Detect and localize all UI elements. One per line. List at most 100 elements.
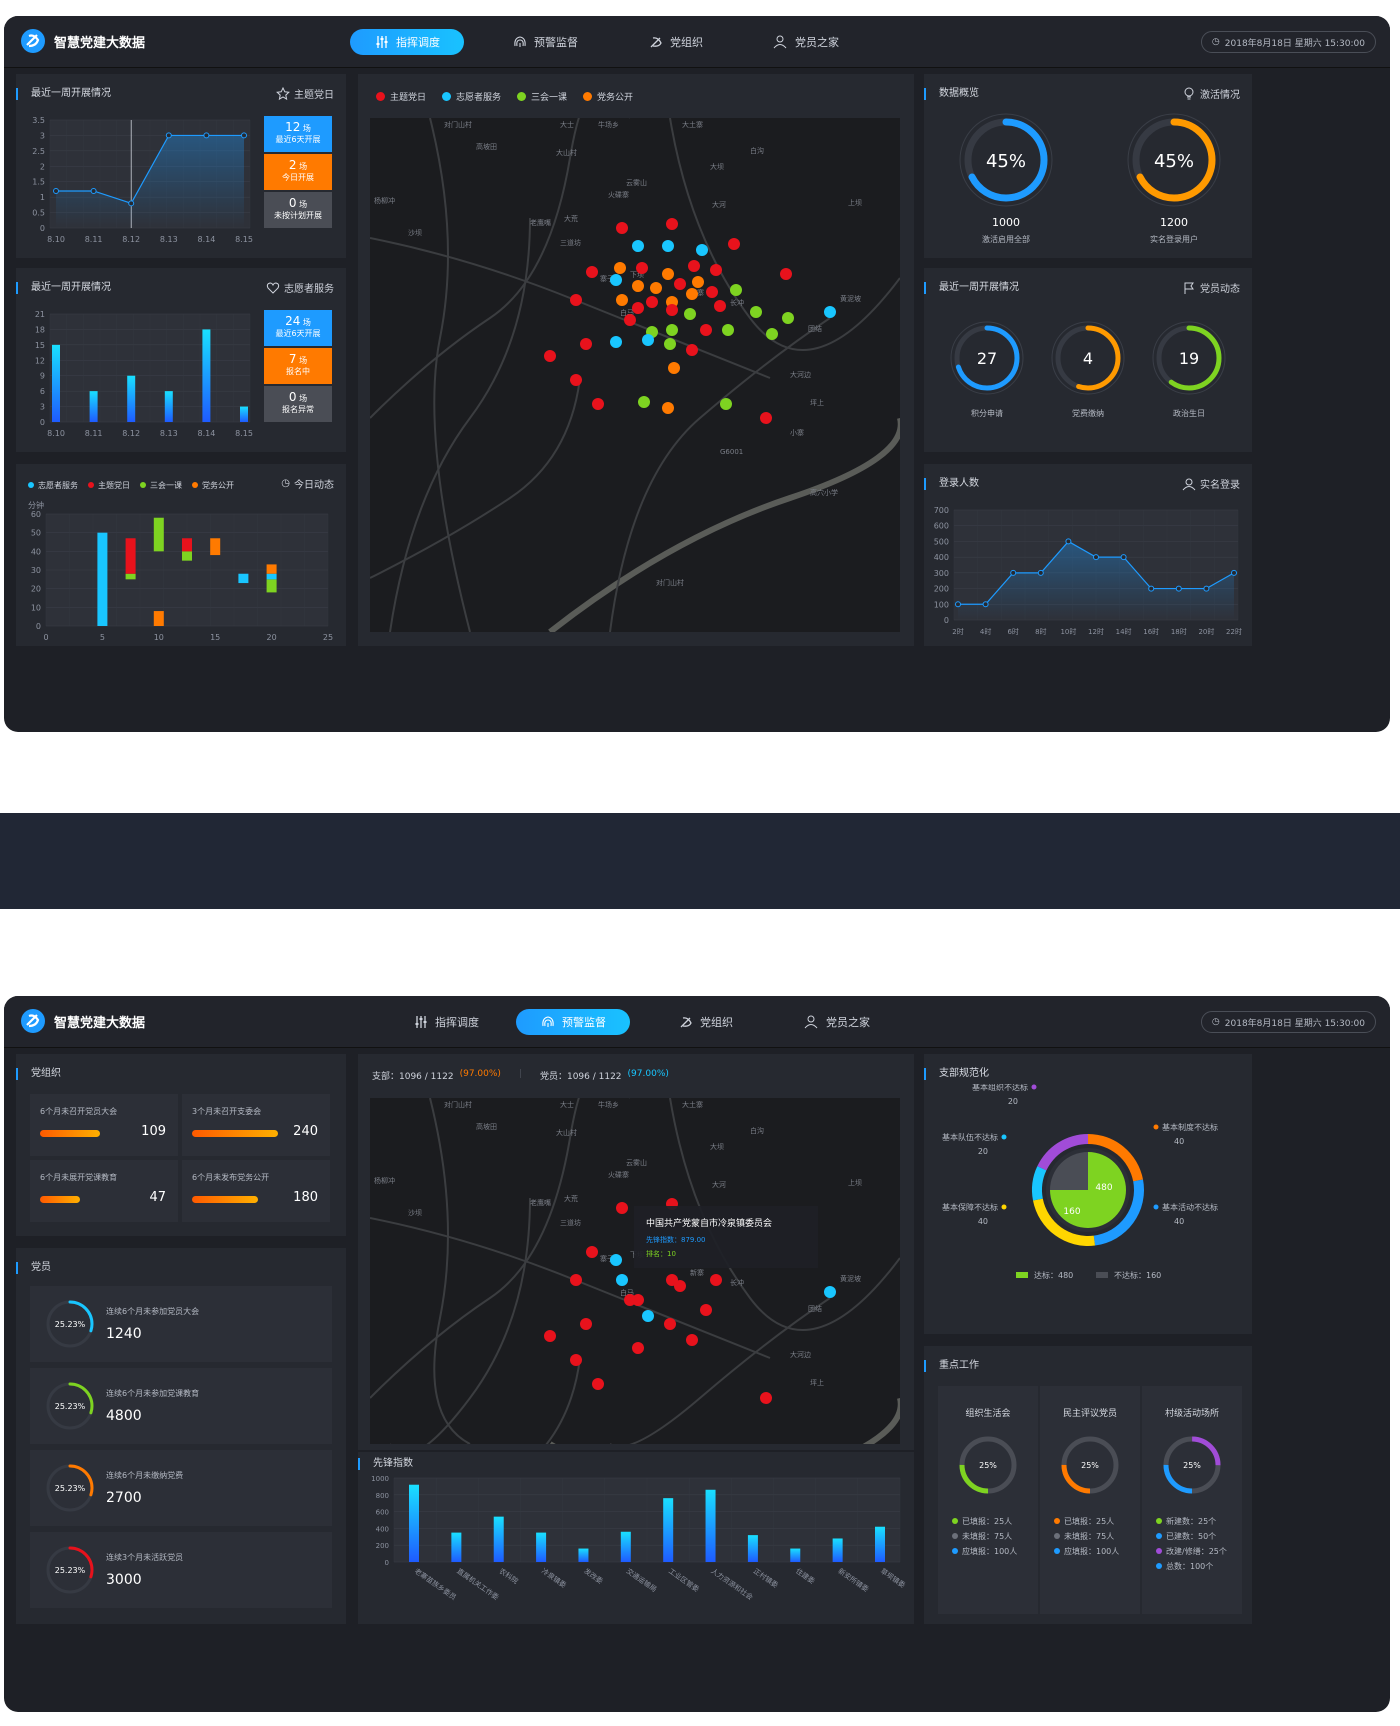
map-marker[interactable] <box>570 294 582 306</box>
map-marker[interactable] <box>616 1202 628 1214</box>
map-marker[interactable] <box>650 282 662 294</box>
map-marker[interactable] <box>586 266 598 278</box>
map-marker[interactable] <box>722 324 734 336</box>
map-marker[interactable] <box>592 398 604 410</box>
map-marker[interactable] <box>714 300 726 312</box>
member-activity-link[interactable]: 党员动态 <box>1182 280 1240 295</box>
map-marker[interactable] <box>688 260 700 272</box>
today-link[interactable]: ◷ 今日动态 <box>281 478 334 491</box>
map-marker[interactable] <box>624 1294 636 1306</box>
app-logo[interactable]: 智慧党建大数据 <box>20 28 145 54</box>
map-marker[interactable] <box>664 1318 676 1330</box>
volunteer-link[interactable]: 志愿者服务 <box>266 280 334 295</box>
map-marker[interactable] <box>666 218 678 230</box>
map-marker[interactable] <box>610 274 622 286</box>
org-card-affairs[interactable]: 6个月未发布党务公开 180 <box>182 1160 330 1222</box>
legend-affairs[interactable]: 党务公开 <box>583 90 633 103</box>
map-marker[interactable] <box>632 280 644 292</box>
map-marker[interactable] <box>570 1274 582 1286</box>
map-marker[interactable] <box>710 1274 722 1286</box>
nav-tab-command[interactable]: 指挥调度 <box>389 1009 503 1035</box>
map-marker[interactable] <box>696 244 708 256</box>
map-marker[interactable] <box>686 288 698 300</box>
map-marker[interactable] <box>666 304 678 316</box>
map-marker[interactable] <box>646 296 658 308</box>
map-marker[interactable] <box>710 264 722 276</box>
map-marker[interactable] <box>544 350 556 362</box>
legend-theme-day[interactable]: 主题党日 <box>376 90 426 103</box>
map-marker[interactable] <box>642 334 654 346</box>
map-marker[interactable] <box>586 1246 598 1258</box>
member-row[interactable]: 25.23% 连续6个月未缴纳党费 2700 <box>30 1450 332 1526</box>
nav-tab-command[interactable]: 指挥调度 <box>350 29 464 55</box>
nav-tab-org[interactable]: 党组织 <box>654 1009 757 1035</box>
key-work-column[interactable]: 民主评议党员 25% 已填报：25人 未填报：75人 应填报：100人 <box>1040 1386 1140 1614</box>
map-marker[interactable] <box>668 362 680 374</box>
org-card-member-meeting[interactable]: 6个月未召开党员大会 109 <box>30 1094 178 1156</box>
map-marker[interactable] <box>580 338 592 350</box>
map-marker[interactable] <box>782 312 794 324</box>
theme-day-link[interactable]: 主题党日 <box>276 86 334 101</box>
event-map[interactable]: 对门山村 高坡田 大士 大山村 牛场乡 大土寨 大坝 白沟 火碟寨 云雾山 大荒 大河 上坝 杨柳冲 沙坝老… <box>370 118 900 632</box>
map-marker[interactable] <box>662 268 674 280</box>
map-marker[interactable] <box>664 338 676 350</box>
map-marker[interactable] <box>766 328 778 340</box>
nav-tab-home[interactable]: 党员之家 <box>749 29 863 55</box>
map-marker[interactable] <box>730 284 742 296</box>
map-marker[interactable] <box>750 306 762 318</box>
map-marker[interactable] <box>638 396 650 408</box>
map-marker[interactable] <box>780 268 792 280</box>
legend-meeting[interactable]: 三会一课 <box>517 90 567 103</box>
key-work-column[interactable]: 村级活动场所 25% 新建数：25个 已建数：50个 改建/修缮：25个 总数：100个 <box>1142 1386 1242 1614</box>
map-marker[interactable] <box>674 278 686 290</box>
member-row[interactable]: 25.23% 连续6个月未参加党课教育 4800 <box>30 1368 332 1444</box>
map-marker[interactable] <box>544 1330 556 1342</box>
map-marker[interactable] <box>570 374 582 386</box>
map-marker[interactable] <box>728 238 740 250</box>
nav-tab-warning[interactable]: 预警监督 <box>488 29 602 55</box>
org-card-lesson[interactable]: 6个月未展开党课教育 47 <box>30 1160 178 1222</box>
map-marker[interactable] <box>824 306 836 318</box>
map-marker[interactable] <box>632 1342 644 1354</box>
map-marker[interactable] <box>570 1354 582 1366</box>
map-marker[interactable] <box>616 222 628 234</box>
map-marker[interactable] <box>614 262 626 274</box>
map-marker[interactable] <box>592 1378 604 1390</box>
map-marker[interactable] <box>616 1274 628 1286</box>
map-marker[interactable] <box>706 286 718 298</box>
map-marker[interactable] <box>700 324 712 336</box>
map-marker[interactable] <box>580 1318 592 1330</box>
map-marker[interactable] <box>760 412 772 424</box>
nav-tab-warning[interactable]: 预警监督 <box>516 1009 630 1035</box>
map-marker[interactable] <box>684 308 696 320</box>
member-row[interactable]: 25.23% 连续3个月未活跃党员 3000 <box>30 1532 332 1608</box>
map-marker[interactable] <box>674 1280 686 1292</box>
map-marker[interactable] <box>666 324 678 336</box>
warning-map[interactable]: 对门山村 高坡田 大士 大山村 牛场乡 大土寨 大坝 白沟 火碟寨 云雾山 大荒 大河 上坝 杨柳冲 沙坝 老… <box>370 1098 900 1444</box>
org-card-committee[interactable]: 3个月未召开支委会 240 <box>182 1094 330 1156</box>
map-marker[interactable] <box>642 1310 654 1322</box>
map-marker[interactable] <box>700 1304 712 1316</box>
map-marker[interactable] <box>636 262 648 274</box>
map-marker[interactable] <box>624 314 636 326</box>
nav-tab-home[interactable]: 党员之家 <box>780 1009 894 1035</box>
map-marker[interactable] <box>720 398 732 410</box>
legend-volunteer[interactable]: 志愿者服务 <box>442 90 501 103</box>
map-marker[interactable] <box>616 294 628 306</box>
map-marker[interactable] <box>662 402 674 414</box>
member-row[interactable]: 25.23% 连续6个月未参加党员大会 1240 <box>30 1286 332 1362</box>
map-marker[interactable] <box>824 1286 836 1298</box>
map-marker[interactable] <box>632 302 644 314</box>
nav-tab-org[interactable]: 党组织 <box>624 29 727 55</box>
map-marker[interactable] <box>632 240 644 252</box>
key-work-column[interactable]: 组织生活会 25% 已填报：25人 未填报：75人 应填报：100人 <box>938 1386 1038 1614</box>
activation-link[interactable]: 激活情况 <box>1182 86 1240 101</box>
map-marker[interactable] <box>760 1392 772 1404</box>
realname-login-link[interactable]: 实名登录 <box>1182 476 1240 491</box>
map-marker[interactable] <box>692 276 704 288</box>
map-marker[interactable] <box>610 336 622 348</box>
map-marker[interactable] <box>686 344 698 356</box>
app-logo[interactable]: 智慧党建大数据 <box>20 1008 145 1034</box>
map-marker[interactable] <box>610 1254 622 1266</box>
map-marker[interactable] <box>686 1334 698 1346</box>
